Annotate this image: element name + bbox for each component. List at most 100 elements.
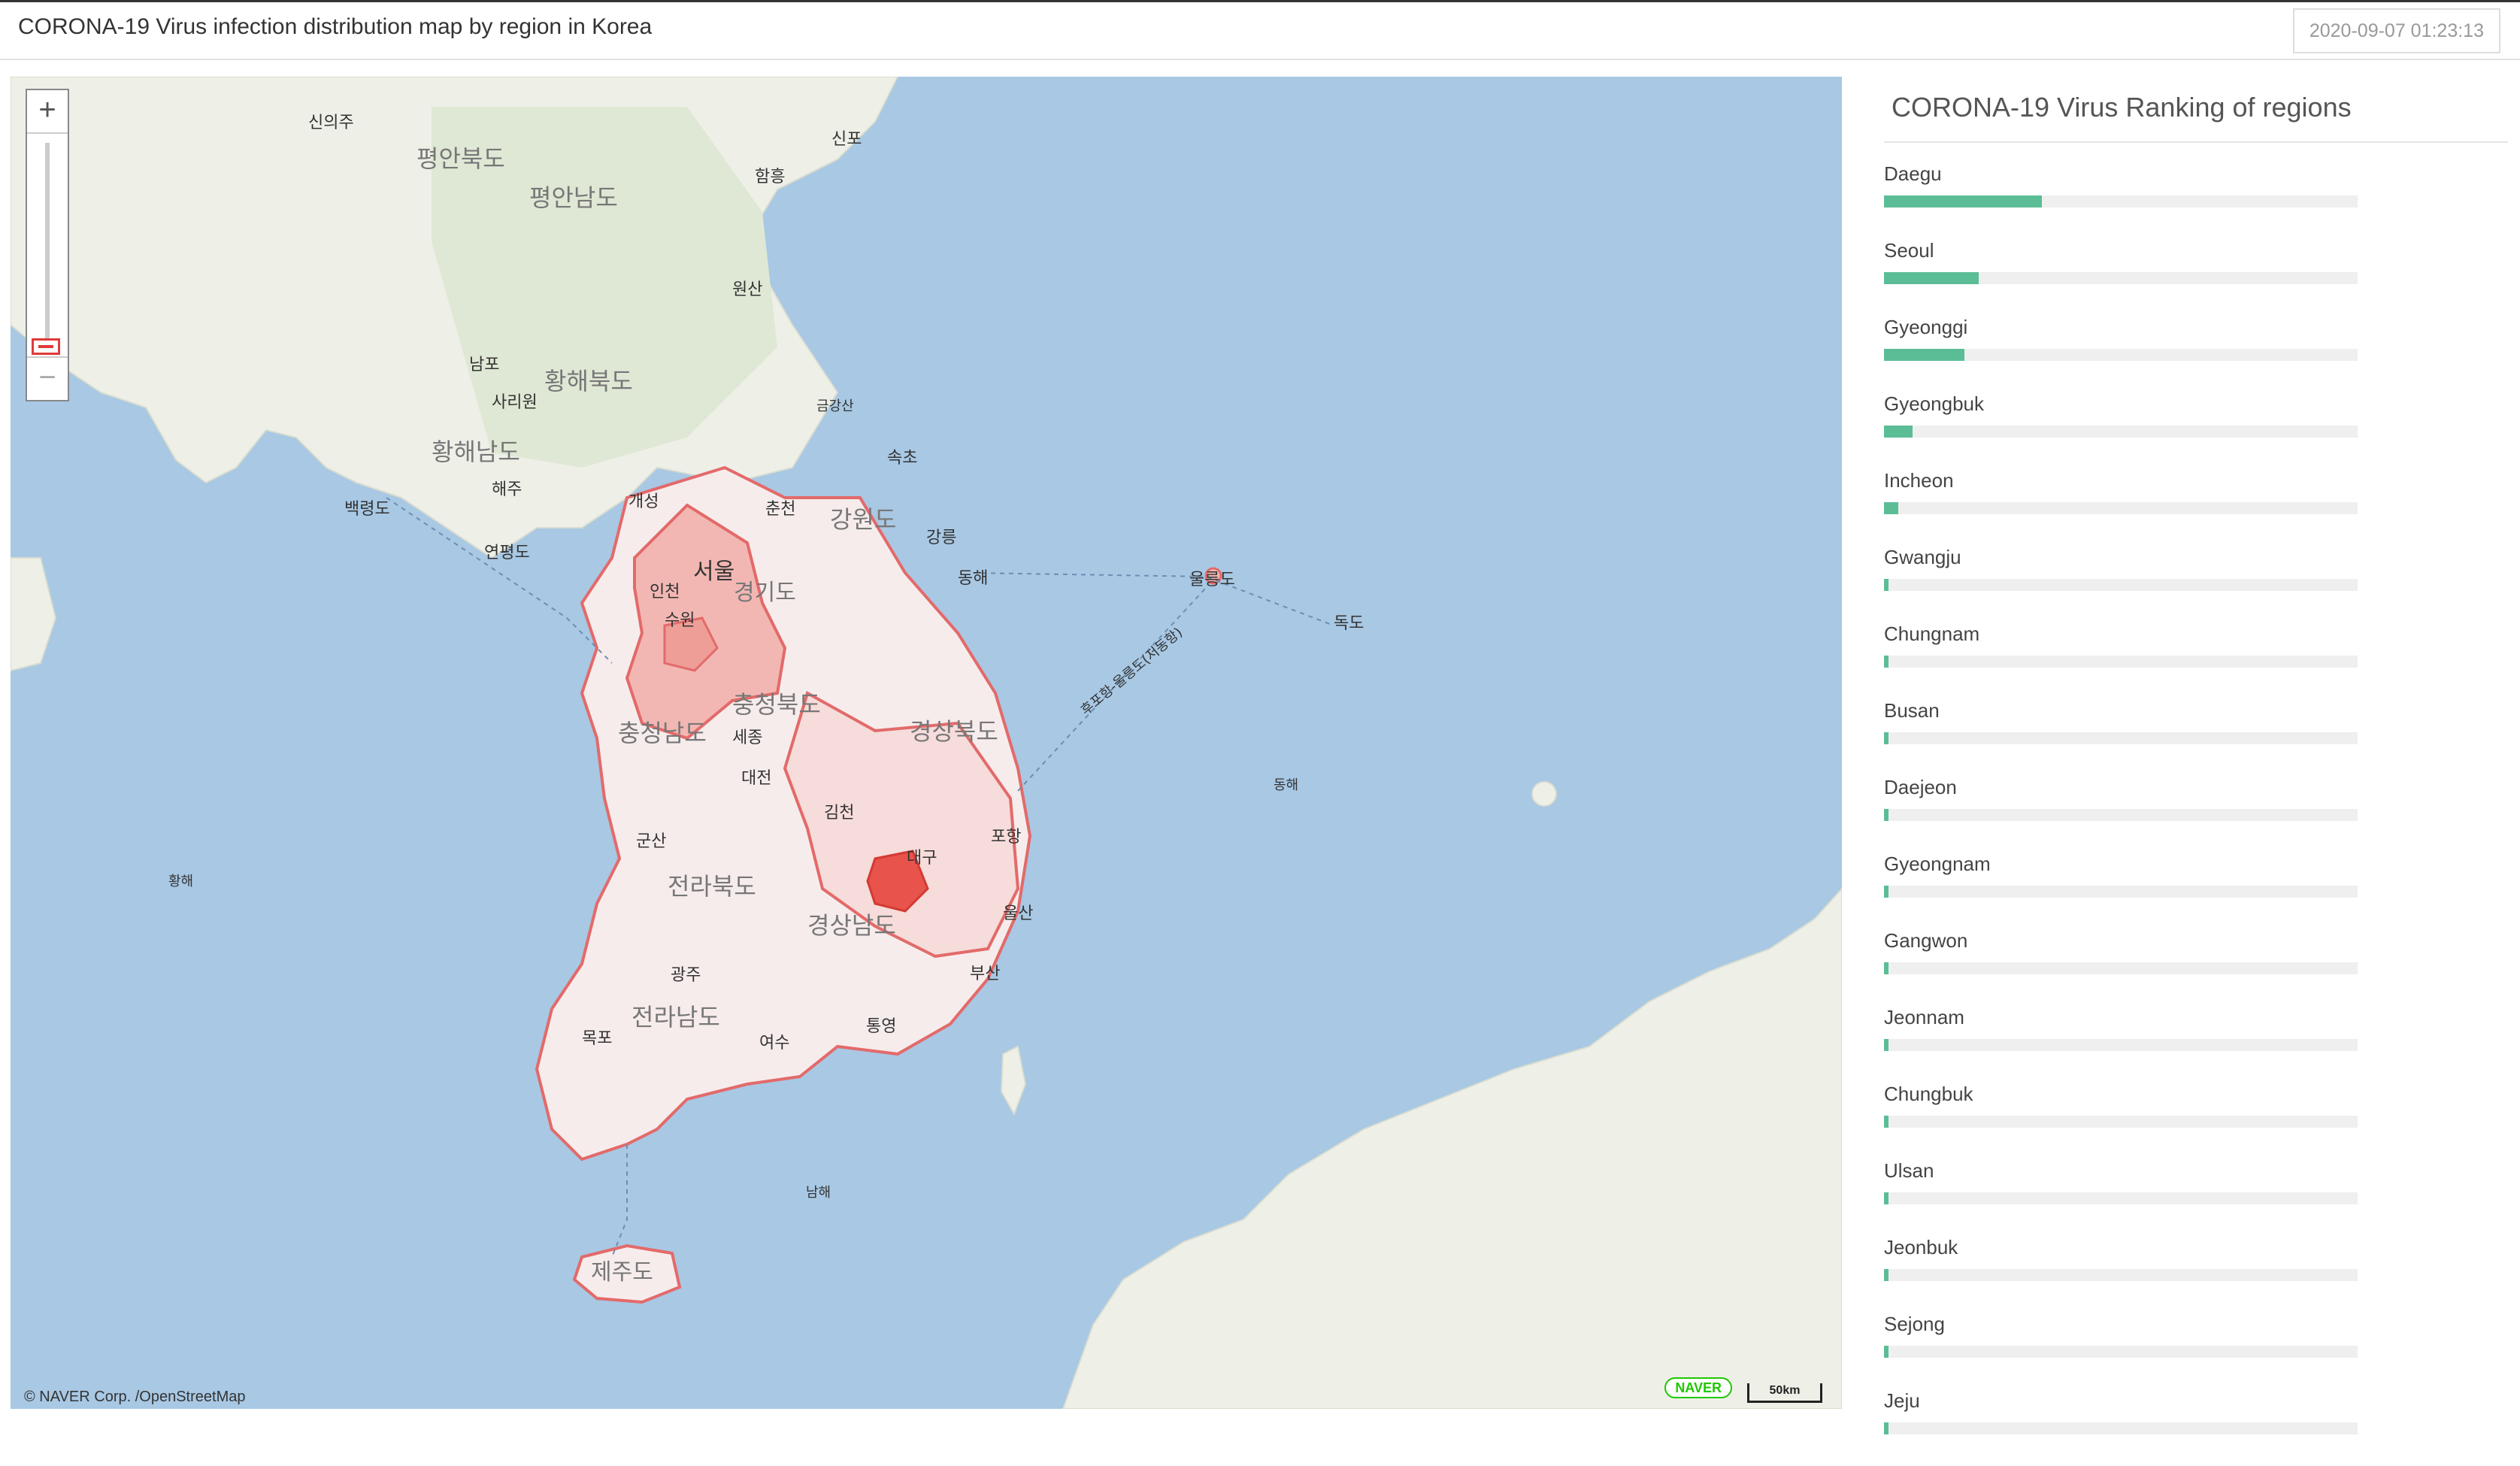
- zoom-slider-track[interactable]: [45, 143, 50, 346]
- ranking-bar-track: [1884, 732, 2358, 744]
- timestamp: 2020-09-07 01:23:13: [2292, 8, 2500, 53]
- label-gwangju: 광주: [671, 966, 701, 985]
- divider: [1884, 141, 2508, 143]
- land-tsushima: [1000, 1045, 1027, 1116]
- label-yeonpyeongdo: 연평도: [484, 544, 530, 562]
- page-title: CORONA-19 Virus infection distribution m…: [18, 14, 653, 39]
- ranking-region-name: Daejeon: [1884, 776, 1957, 798]
- ranking-region-name: Sejong: [1884, 1313, 1945, 1335]
- ranking-region-name: Incheon: [1884, 469, 1954, 492]
- ranking-bar-fill: [1884, 1116, 1889, 1128]
- ranking-bar-track: [1884, 579, 2358, 591]
- label-incheon: 인천: [650, 583, 680, 601]
- ranking-bar-track: [1884, 886, 2358, 898]
- label-haeju: 해주: [492, 480, 522, 499]
- region-seoul: [663, 616, 719, 672]
- label-pyeonganbukdo: 평안북도: [416, 144, 505, 173]
- ranking-bar-track: [1884, 809, 2358, 821]
- terrain-north: [432, 107, 777, 468]
- ranking-bar-track: [1884, 426, 2358, 438]
- label-hwanghaenamdo: 황해남도: [432, 438, 520, 466]
- ranking-region-name: Seoul: [1884, 239, 1934, 262]
- label-sariwon: 사리원: [492, 393, 538, 412]
- label-jeollanamdo: 전라남도: [632, 1003, 720, 1031]
- region-jeju: [572, 1243, 682, 1304]
- label-jeollabukdo: 전라북도: [668, 872, 756, 901]
- zoom-slider-handle[interactable]: [32, 338, 60, 355]
- label-geumgangsan: 금강산: [816, 398, 854, 414]
- label-sejong: 세종: [732, 728, 762, 747]
- label-pohang: 포항: [991, 828, 1021, 847]
- naver-logo[interactable]: NAVER: [1664, 1377, 1732, 1398]
- ranking-bar-fill: [1884, 886, 1889, 898]
- ranking-region-name: Chungnam: [1884, 622, 1980, 645]
- label-east-sea: 동해: [1274, 777, 1298, 793]
- map-attribution[interactable]: © NAVER Corp. /OpenStreetMap: [24, 1389, 246, 1405]
- label-daegu: 대구: [907, 849, 937, 868]
- label-yeosu: 여수: [759, 1034, 789, 1053]
- ranking-bar-track: [1884, 1346, 2358, 1358]
- zoom-out-button[interactable]: −: [27, 356, 68, 400]
- label-seoul: 서울: [693, 559, 734, 585]
- ranking-bar-fill: [1884, 195, 2042, 207]
- top-bar: CORONA-19 Virus infection distribution m…: [0, 0, 2520, 60]
- ferry-route: [1017, 587, 1207, 792]
- ranking-bar-fill: [1884, 579, 1889, 591]
- ranking-region-name: Gangwon: [1884, 929, 1968, 952]
- label-donghae: 동해: [958, 569, 988, 588]
- ranking-bar-track: [1884, 1269, 2358, 1281]
- label-wonsan: 원산: [732, 280, 762, 299]
- ranking-bar-track: [1884, 272, 2358, 284]
- ranking-bar-fill: [1884, 962, 1889, 974]
- island-ulleungdo: [1204, 567, 1222, 585]
- label-sinpo: 신포: [831, 130, 862, 149]
- ranking-bar-fill: [1884, 272, 1979, 284]
- ranking-region-name: Jeju: [1884, 1389, 1920, 1412]
- ranking-region-name: Gyeongbuk: [1884, 392, 1984, 415]
- label-suwon: 수원: [665, 611, 695, 630]
- label-jejudo: 제주도: [591, 1259, 653, 1286]
- ranking-title: CORONA-19 Virus Ranking of regions: [1892, 92, 2352, 123]
- label-nampo: 남포: [469, 356, 499, 374]
- label-mokpo: 목포: [582, 1029, 612, 1048]
- label-gimcheon: 김천: [824, 804, 854, 822]
- ranking-bar-track: [1884, 1039, 2358, 1051]
- label-sokcho: 속초: [887, 449, 917, 468]
- ferry-route: [386, 497, 613, 664]
- ranking-bar-fill: [1884, 656, 1889, 668]
- ranking-region-name: Gwangju: [1884, 546, 1961, 568]
- ranking-bar-track: [1884, 1116, 2358, 1128]
- region-daegu: [866, 850, 929, 913]
- label-ferry-route: 후포항-울릉도(저동항): [1078, 625, 1186, 719]
- ranking-bar-fill: [1884, 1192, 1889, 1204]
- land-japan: [1062, 887, 1842, 1409]
- ranking-region-name: Jeonnam: [1884, 1006, 1964, 1028]
- map-canvas[interactable]: 신의주 평안북도 평안남도 신포 함흥 원산 남포 황해북도 사리원 금강산 황…: [11, 77, 1842, 1409]
- label-busan: 부산: [970, 965, 1000, 983]
- label-baengnyeongdo: 백령도: [344, 500, 390, 519]
- ranking-bar-track: [1884, 962, 2358, 974]
- ferry-route: [972, 572, 1334, 626]
- label-south-sea: 남해: [806, 1185, 831, 1201]
- label-gangwondo: 강원도: [830, 505, 896, 534]
- ranking-bar-fill: [1884, 1269, 1889, 1281]
- island-east: [1531, 781, 1557, 807]
- label-hwanghaebukdo: 황해북도: [544, 367, 633, 395]
- ranking-region-name: Busan: [1884, 699, 1940, 722]
- ranking-region-name: Gyeonggi: [1884, 316, 1968, 338]
- label-ulleungdo: 울릉도: [1189, 571, 1235, 589]
- ranking-region-name: Ulsan: [1884, 1159, 1934, 1182]
- ranking-bar-fill: [1884, 1346, 1889, 1358]
- map-view[interactable]: 신의주 평안북도 평안남도 신포 함흥 원산 남포 황해북도 사리원 금강산 황…: [11, 77, 1842, 1409]
- ranking-panel: CORONA-19 Virus Ranking of regions Daegu…: [1861, 77, 2520, 1434]
- ranking-bar-fill: [1884, 1039, 1889, 1051]
- zoom-in-button[interactable]: +: [27, 90, 68, 134]
- label-pyeongannamdo: 평안남도: [529, 183, 618, 212]
- ranking-bar-track: [1884, 502, 2358, 514]
- label-tongyeong: 통영: [866, 1017, 896, 1036]
- ranking-bar-track: [1884, 195, 2358, 207]
- label-chungcheongbukdo: 충청북도: [732, 690, 821, 719]
- region-gyeonggi: [625, 503, 787, 741]
- zoom-control: + −: [26, 89, 69, 401]
- label-chungcheongnamdo: 충청남도: [618, 719, 707, 747]
